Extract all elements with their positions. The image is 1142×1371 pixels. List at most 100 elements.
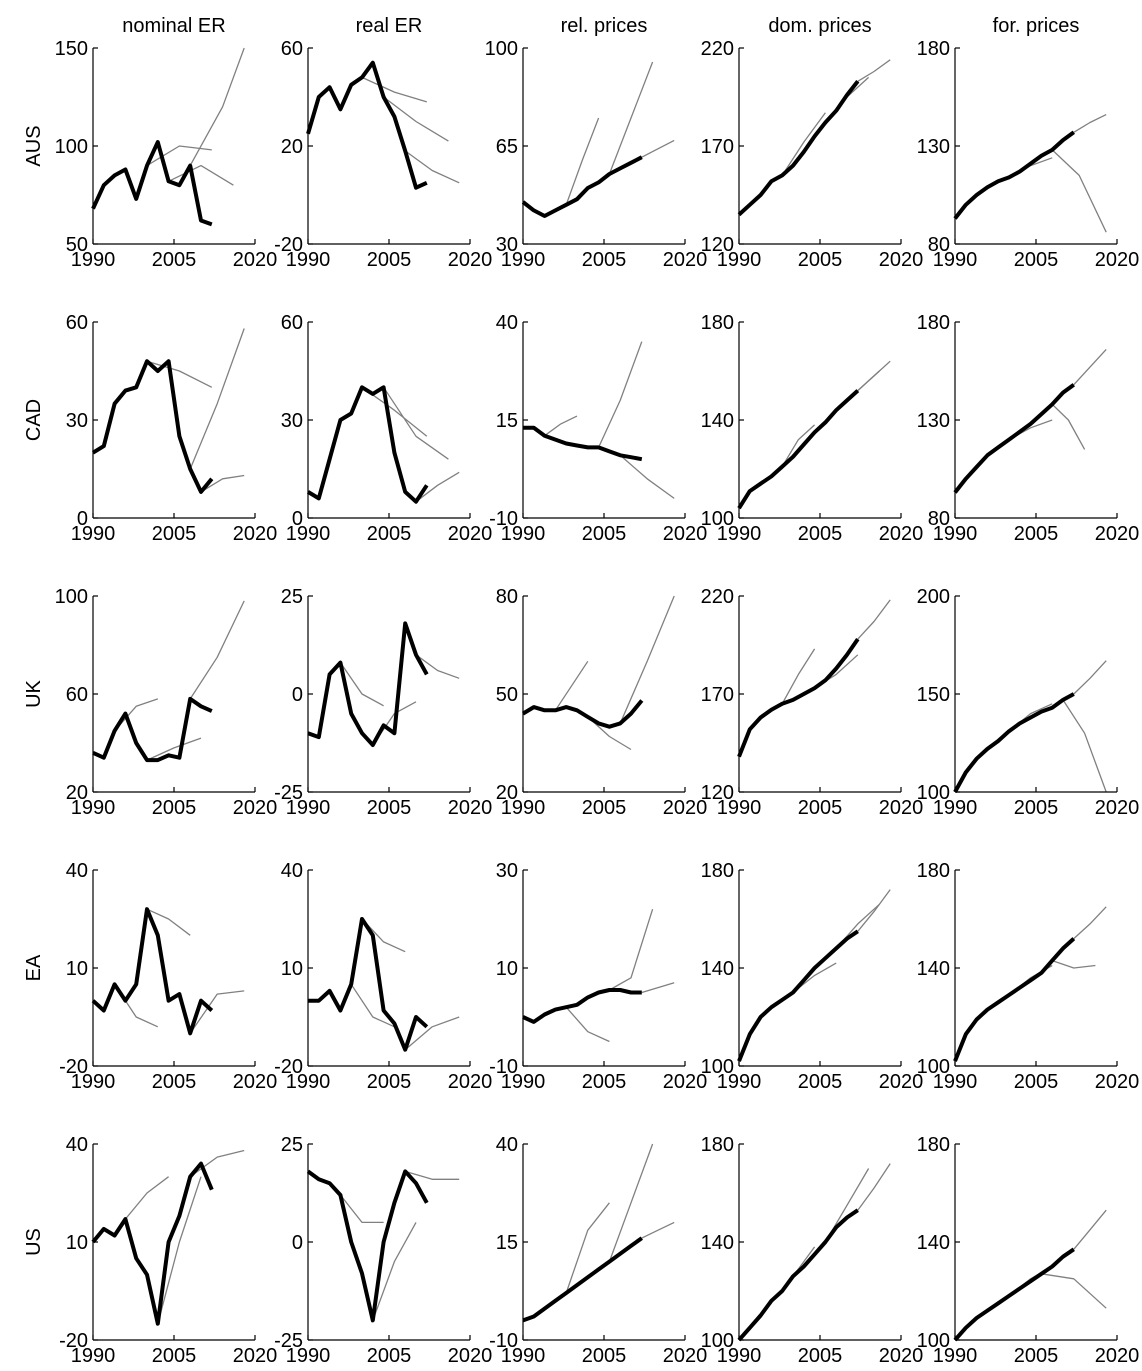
y-tick-label: -25 bbox=[274, 1330, 303, 1352]
x-tick-label: 2005 bbox=[1014, 523, 1059, 545]
x-tick-label: 1990 bbox=[501, 523, 546, 545]
row-label: EA bbox=[23, 954, 45, 981]
x-tick-label: 2020 bbox=[879, 797, 924, 819]
x-tick-label: 2005 bbox=[152, 523, 197, 545]
y-tick-label: 140 bbox=[701, 1232, 734, 1254]
x-tick-label: 2020 bbox=[1095, 523, 1140, 545]
x-tick-label: 1990 bbox=[71, 797, 116, 819]
series-line bbox=[146, 908, 191, 936]
series-line bbox=[737, 80, 860, 217]
y-tick-label: 100 bbox=[701, 1056, 734, 1078]
y-tick-label: -20 bbox=[274, 234, 303, 256]
series-line bbox=[200, 474, 245, 493]
series-line bbox=[1073, 1209, 1107, 1250]
row-label: CAD bbox=[23, 399, 45, 441]
series-line bbox=[544, 415, 578, 437]
x-tick-label: 1990 bbox=[286, 797, 331, 819]
x-tick-label: 2020 bbox=[879, 523, 924, 545]
y-tick-label: 150 bbox=[55, 38, 88, 60]
y-tick-label: 100 bbox=[701, 508, 734, 530]
y-tick-label: 25 bbox=[281, 1134, 303, 1156]
y-tick-label: -20 bbox=[59, 1056, 88, 1078]
series-line bbox=[189, 47, 245, 166]
panel-title: real ER bbox=[356, 15, 423, 37]
x-tick-label: 2005 bbox=[367, 797, 412, 819]
series-line bbox=[953, 1247, 1075, 1342]
x-tick-label: 1990 bbox=[717, 1071, 762, 1093]
x-tick-label: 2020 bbox=[448, 249, 493, 271]
series-line bbox=[521, 699, 644, 729]
y-tick-label: 10 bbox=[66, 958, 88, 980]
x-tick-label: 2005 bbox=[1014, 1345, 1059, 1367]
y-tick-label: 15 bbox=[496, 410, 518, 432]
x-tick-label: 2020 bbox=[879, 249, 924, 271]
series-line bbox=[339, 662, 384, 707]
y-tick-label: 130 bbox=[917, 136, 950, 158]
y-tick-label: 140 bbox=[701, 958, 734, 980]
series-line bbox=[1051, 959, 1096, 969]
series-line bbox=[953, 383, 1075, 494]
x-tick-label: 1990 bbox=[71, 249, 116, 271]
x-tick-label: 1990 bbox=[717, 523, 762, 545]
series-line bbox=[361, 918, 406, 953]
x-tick-label: 2005 bbox=[582, 249, 627, 271]
x-tick-label: 1990 bbox=[71, 1071, 116, 1093]
x-tick-label: 1990 bbox=[717, 249, 762, 271]
x-tick-label: 2005 bbox=[367, 1345, 412, 1367]
series-line bbox=[609, 909, 654, 991]
series-line bbox=[565, 117, 600, 206]
series-line bbox=[1073, 114, 1107, 133]
x-tick-label: 2020 bbox=[879, 1071, 924, 1093]
x-tick-label: 1990 bbox=[501, 797, 546, 819]
x-tick-label: 1990 bbox=[717, 1345, 762, 1367]
row-label: US bbox=[23, 1228, 45, 1256]
series-line bbox=[189, 328, 245, 470]
series-line bbox=[1051, 149, 1107, 233]
series-line bbox=[1073, 906, 1107, 940]
series-line bbox=[307, 621, 429, 747]
y-tick-label: 150 bbox=[917, 684, 950, 706]
series-line bbox=[405, 1170, 460, 1180]
series-line bbox=[641, 1221, 675, 1239]
y-tick-label: 200 bbox=[917, 586, 950, 608]
x-tick-label: 2020 bbox=[233, 249, 278, 271]
x-tick-label: 2005 bbox=[582, 1071, 627, 1093]
y-tick-label: 20 bbox=[281, 136, 303, 158]
x-tick-label: 1990 bbox=[933, 797, 978, 819]
x-tick-label: 2020 bbox=[448, 1071, 493, 1093]
row-label: AUS bbox=[23, 125, 45, 166]
series-line bbox=[1062, 699, 1107, 793]
series-line bbox=[168, 164, 234, 186]
y-tick-label: 180 bbox=[917, 860, 950, 882]
y-tick-label: -20 bbox=[274, 1056, 303, 1078]
panel-title: rel. prices bbox=[561, 15, 648, 37]
series-line bbox=[781, 648, 816, 705]
series-line bbox=[857, 599, 891, 640]
x-tick-label: 2020 bbox=[663, 1345, 708, 1367]
series-line bbox=[306, 385, 429, 504]
y-tick-label: -10 bbox=[489, 1330, 518, 1352]
y-tick-label: 80 bbox=[928, 508, 950, 530]
panel-title: nominal ER bbox=[122, 15, 225, 37]
x-tick-label: 2005 bbox=[582, 523, 627, 545]
y-tick-label: 100 bbox=[55, 136, 88, 158]
y-tick-label: 140 bbox=[917, 1232, 950, 1254]
x-tick-label: 1990 bbox=[501, 1345, 546, 1367]
x-tick-label: 2020 bbox=[233, 523, 278, 545]
y-tick-label: 180 bbox=[701, 312, 734, 334]
series-line bbox=[404, 150, 460, 184]
y-tick-label: 180 bbox=[917, 312, 950, 334]
y-tick-label: 100 bbox=[917, 782, 950, 804]
series-line bbox=[306, 60, 428, 190]
series-line bbox=[608, 1143, 654, 1262]
series-line bbox=[1041, 1273, 1107, 1309]
x-tick-label: 1990 bbox=[286, 523, 331, 545]
y-tick-label: 180 bbox=[701, 860, 734, 882]
y-tick-label: 15 bbox=[496, 1232, 518, 1254]
series-line bbox=[146, 737, 202, 761]
series-line bbox=[565, 1006, 610, 1043]
row-label: UK bbox=[23, 679, 45, 707]
series-line bbox=[522, 1236, 643, 1323]
series-line bbox=[383, 96, 449, 142]
